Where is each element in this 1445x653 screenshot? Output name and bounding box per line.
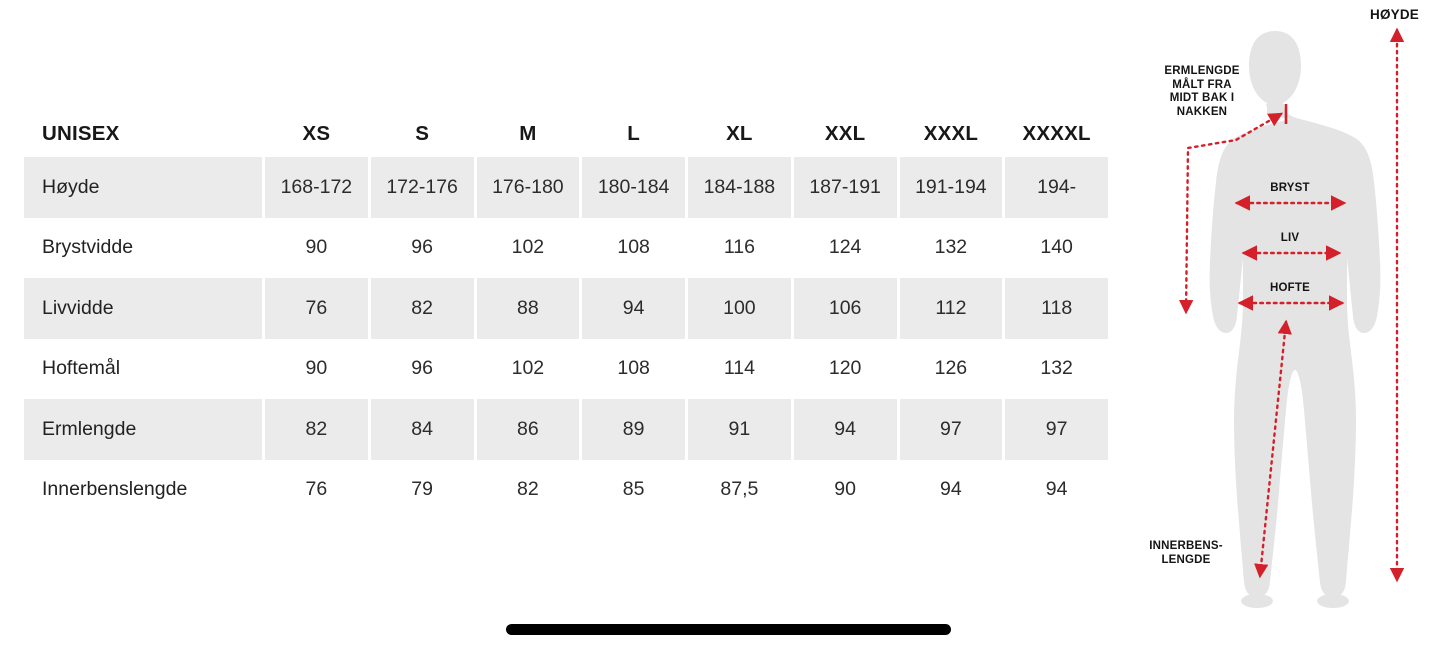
column-header-xxxl: XXXL — [923, 121, 979, 145]
row-label: Brystvidde — [42, 236, 134, 259]
table-cell: 106 — [793, 278, 897, 339]
table-cell: 94 — [940, 478, 962, 501]
table-cell: 89 — [582, 399, 685, 460]
table-cell: 108 — [617, 357, 650, 380]
table-cell: 126 — [934, 357, 968, 380]
table-cell: 86 — [476, 399, 580, 460]
table-cell: 124 — [828, 236, 862, 259]
table-cell: 176-180 — [476, 157, 580, 218]
table-cell: 91 — [688, 399, 791, 460]
table-cell: 96 — [411, 357, 433, 380]
column-header-xs: XS — [302, 121, 331, 145]
table-cell: 191-194 — [899, 157, 1003, 218]
row-label: Livvidde — [24, 278, 262, 339]
table-cell: 112 — [899, 278, 1003, 339]
column-header-l: L — [627, 121, 640, 145]
table-cell: 180-184 — [582, 157, 685, 218]
table-cell: 90 — [834, 478, 856, 501]
table-cell: 194- — [1005, 157, 1108, 218]
table-cell: 102 — [511, 236, 545, 259]
table-header-row: UNISEX XS S M L XL XXL XXXL XXXXL — [24, 110, 1108, 157]
table-row: Innerbenslengde 76 79 82 85 87,5 90 94 9… — [24, 460, 1108, 521]
table-cell: 76 — [305, 478, 328, 501]
size-chart-table: UNISEX XS S M L XL XXL XXXL XXXXL Høyde … — [24, 110, 1108, 520]
chest-label: BRYST — [1270, 182, 1310, 194]
table-cell: 108 — [617, 236, 650, 259]
table-cell: 120 — [828, 357, 862, 380]
table-row: Brystvidde 90 96 102 108 116 124 132 140 — [24, 218, 1108, 279]
inseam-label: INNERBENS- LENGDE — [1149, 540, 1223, 566]
table-cell: 114 — [723, 357, 755, 380]
table-row: Livvidde 76 82 88 94 100 106 112 118 — [24, 278, 1108, 339]
column-header-xl: XL — [726, 121, 753, 145]
table-row: Høyde 168-172 172-176 176-180 180-184 18… — [24, 157, 1108, 218]
table-cell: 132 — [934, 236, 968, 259]
table-cell: 76 — [265, 278, 368, 339]
table-cell: 132 — [1040, 357, 1073, 380]
table-row: Ermlengde 82 84 86 89 91 94 97 97 — [24, 399, 1108, 460]
body-silhouette-diagram — [1178, 27, 1405, 608]
table-cell: 82 — [517, 478, 539, 501]
row-label: Ermlengde — [24, 399, 262, 460]
table-cell: 87,5 — [720, 478, 759, 501]
table-cell: 168-172 — [265, 157, 368, 218]
table-cell: 79 — [411, 478, 433, 501]
sleeve-length-arrow — [1178, 112, 1284, 315]
table-cell: 172-176 — [370, 157, 474, 218]
table-cell: 82 — [265, 399, 368, 460]
sleeve-length-label: ERMLENGDE MÅLT FRA MIDT BAK I NAKKEN — [1164, 65, 1240, 118]
height-label: HØYDE — [1370, 7, 1420, 22]
table-cell: 94 — [793, 399, 897, 460]
horizontal-scrollbar-thumb[interactable] — [506, 624, 951, 635]
table-cell: 97 — [1005, 399, 1108, 460]
table-cell: 184-188 — [688, 157, 791, 218]
row-label: Høyde — [24, 157, 262, 218]
measurement-diagram: HØYDE ERMLENGDE MÅLT FRA MIDT BAK I NAKK… — [1118, 0, 1445, 653]
table-cell: 102 — [511, 357, 545, 380]
table-cell: 116 — [723, 236, 755, 259]
table-cell: 96 — [411, 236, 433, 259]
table-cell: 97 — [899, 399, 1003, 460]
table-cell: 100 — [688, 278, 791, 339]
table-cell: 94 — [582, 278, 685, 339]
table-cell: 118 — [1005, 278, 1108, 339]
inseam-measure-arrow — [1254, 319, 1292, 579]
table-cell: 88 — [476, 278, 580, 339]
table-cell: 90 — [305, 236, 328, 259]
table-row: Hoftemål 90 96 102 108 114 120 126 132 — [24, 339, 1108, 400]
column-header-m: M — [519, 121, 537, 145]
column-header-xxxxl: XXXXL — [1022, 121, 1091, 145]
table-cell: 90 — [305, 357, 328, 380]
waist-label: LIV — [1280, 232, 1300, 244]
table-cell: 140 — [1040, 236, 1073, 259]
row-label: Innerbenslengde — [42, 478, 188, 501]
row-label: Hoftemål — [42, 357, 121, 380]
hip-label: HOFTE — [1270, 282, 1310, 294]
table-cell: 84 — [370, 399, 474, 460]
table-cell: 94 — [1045, 478, 1068, 501]
table-cell: 85 — [622, 478, 645, 501]
table-corner-label: UNISEX — [42, 121, 120, 145]
column-header-xxl: XXL — [824, 121, 866, 145]
column-header-s: S — [415, 121, 430, 145]
table-cell: 82 — [370, 278, 474, 339]
table-cell: 187-191 — [793, 157, 897, 218]
